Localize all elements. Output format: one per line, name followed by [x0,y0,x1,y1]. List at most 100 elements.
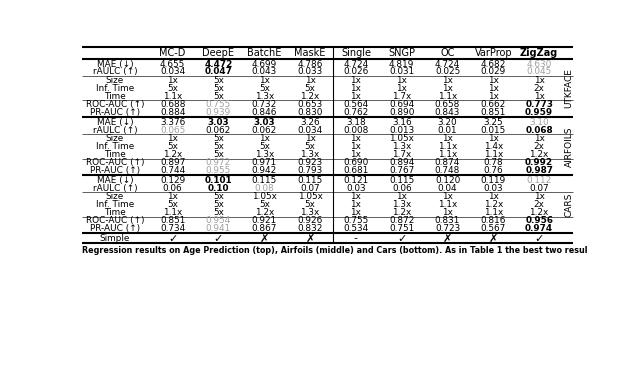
Text: 0.031: 0.031 [389,67,414,77]
Text: 0.129: 0.129 [160,176,186,185]
Text: 0.941: 0.941 [206,224,231,233]
Text: Inf. Time: Inf. Time [96,84,134,93]
Text: ✓: ✓ [534,233,544,243]
Text: 0.923: 0.923 [298,158,323,167]
Text: 0.942: 0.942 [252,166,277,175]
Text: 0.874: 0.874 [435,158,460,167]
Text: 5x: 5x [213,92,224,101]
Text: 1.2x: 1.2x [255,208,274,217]
Text: 0.026: 0.026 [343,67,369,77]
Text: 4.630: 4.630 [527,60,552,68]
Text: 0.793: 0.793 [298,166,323,175]
Text: 4.682: 4.682 [481,60,506,68]
Text: 0.045: 0.045 [527,67,552,77]
Text: 1x: 1x [534,76,545,85]
Text: 0.76: 0.76 [484,166,503,175]
Text: 3.26: 3.26 [300,118,320,127]
Text: 0.062: 0.062 [206,125,231,135]
Text: 0.658: 0.658 [435,100,460,109]
Text: ROC-AUC (↑): ROC-AUC (↑) [86,216,144,225]
Text: 1x: 1x [167,76,178,85]
Text: 1x: 1x [534,134,545,143]
Text: 0.662: 0.662 [481,100,506,109]
Text: 1x: 1x [534,192,545,201]
Text: 5x: 5x [213,200,224,209]
Text: 1x: 1x [442,84,453,93]
Text: 0.890: 0.890 [389,108,414,117]
Text: 0.955: 0.955 [206,166,231,175]
Text: 5x: 5x [259,84,269,93]
Text: ✗: ✗ [305,233,315,243]
Text: 0.043: 0.043 [252,67,277,77]
Text: 0.119: 0.119 [481,176,506,185]
Text: 1.3x: 1.3x [300,150,320,159]
Text: 3.16: 3.16 [392,118,412,127]
Text: MAE (↓): MAE (↓) [97,60,133,68]
Text: 0.681: 0.681 [343,166,369,175]
Text: 0.112: 0.112 [527,176,552,185]
Text: VarProp: VarProp [474,48,512,58]
Text: 0.062: 0.062 [252,125,277,135]
Text: 0.974: 0.974 [525,224,553,233]
Text: 1.05x: 1.05x [252,192,276,201]
Text: 3.10: 3.10 [529,118,549,127]
Text: 0.956: 0.956 [525,216,553,225]
Text: 1.3x: 1.3x [255,150,274,159]
Text: 0.06: 0.06 [163,184,182,193]
Text: 5x: 5x [167,142,178,151]
Text: 1x: 1x [167,192,178,201]
Text: Inf. Time: Inf. Time [96,142,134,151]
Text: 5x: 5x [213,142,224,151]
Text: 1x: 1x [305,134,316,143]
Text: 0.120: 0.120 [435,176,460,185]
Text: 0.115: 0.115 [298,176,323,185]
Text: 1.7x: 1.7x [392,92,412,101]
Text: 0.034: 0.034 [298,125,323,135]
Text: 1.2x: 1.2x [529,208,548,217]
Text: 0.755: 0.755 [206,100,231,109]
Text: 0.047: 0.047 [205,67,232,77]
Text: 0.690: 0.690 [343,158,369,167]
Text: 0.897: 0.897 [160,158,186,167]
Text: 4.472: 4.472 [204,60,233,68]
Text: 1x: 1x [488,192,499,201]
Text: 1x: 1x [442,192,453,201]
Text: 1x: 1x [351,92,362,101]
Text: 5x: 5x [259,142,269,151]
Text: 4.786: 4.786 [298,60,323,68]
Text: 1.1x: 1.1x [163,208,182,217]
Text: rAULC (↑): rAULC (↑) [93,184,137,193]
Text: 0.07: 0.07 [529,184,549,193]
Text: 1.3x: 1.3x [255,92,274,101]
Text: Simple: Simple [100,234,130,243]
Text: 1.1x: 1.1x [484,208,503,217]
Text: 0.068: 0.068 [525,125,553,135]
Text: ZigZag: ZigZag [520,48,558,58]
Text: 5x: 5x [213,76,224,85]
Text: rAULC (↑): rAULC (↑) [93,67,137,77]
Text: 1.7x: 1.7x [392,150,412,159]
Text: Time: Time [104,150,125,159]
Text: 0.831: 0.831 [435,216,460,225]
Text: 0.884: 0.884 [160,108,186,117]
Text: MAE (↓): MAE (↓) [97,118,133,127]
Text: 1.3x: 1.3x [392,200,412,209]
Text: 1x: 1x [488,134,499,143]
Text: ROC-AUC (↑): ROC-AUC (↑) [86,158,144,167]
Text: 0.534: 0.534 [343,224,369,233]
Text: 4.724: 4.724 [435,60,460,68]
Text: 0.851: 0.851 [481,108,506,117]
Text: Size: Size [106,192,124,201]
Text: 1x: 1x [534,92,545,101]
Text: 0.992: 0.992 [525,158,553,167]
Text: 0.01: 0.01 [438,125,458,135]
Text: 0.013: 0.013 [389,125,414,135]
Text: MC-D: MC-D [159,48,186,58]
Text: 1x: 1x [351,208,362,217]
Text: 3.25: 3.25 [484,118,503,127]
Text: 5x: 5x [213,208,224,217]
Text: 1x: 1x [351,84,362,93]
Text: MaskE: MaskE [294,48,326,58]
Text: rAULC (↑): rAULC (↑) [93,125,137,135]
Text: UTKFACE: UTKFACE [564,68,573,108]
